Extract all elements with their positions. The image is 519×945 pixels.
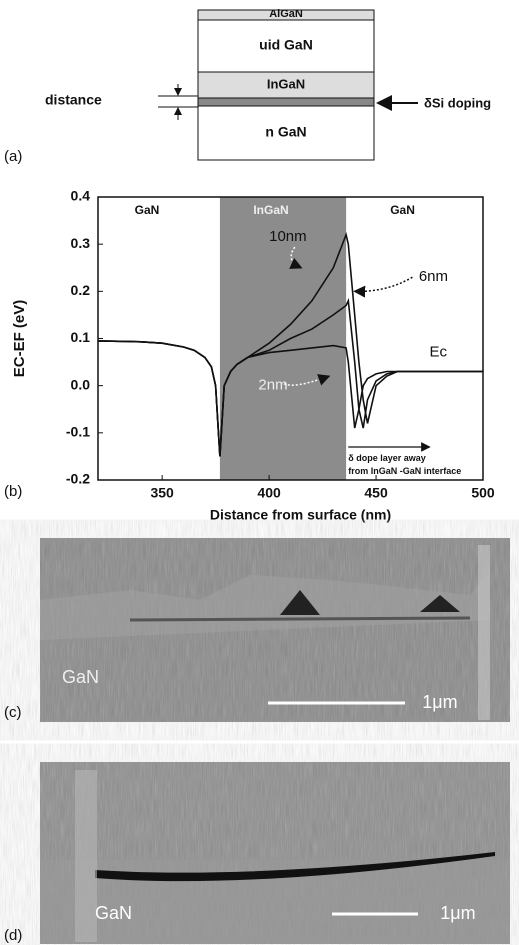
y-tick-label: 0.2 [71, 282, 91, 298]
y-tick-label: -0.2 [66, 471, 90, 487]
x-tick-label: 350 [150, 485, 174, 501]
annotation-arrow [353, 276, 413, 298]
y-tick-label: 0.3 [71, 235, 91, 251]
panel-label: (c) [4, 704, 22, 721]
scale-label: 1μm [422, 692, 457, 712]
y-axis-label: EC-EF (eV) [11, 300, 28, 378]
sem-feature [280, 590, 460, 615]
layer-label: n GaN [265, 124, 306, 140]
y-tick-label: -0.1 [66, 424, 90, 440]
panel-label: (a) [4, 148, 22, 165]
material-label: GaN [95, 903, 132, 923]
material-label: GaN [62, 667, 99, 687]
scale-label: 1μm [440, 903, 475, 923]
annotation: δ dope layer away [348, 453, 426, 463]
doping-label: δSi doping [424, 95, 491, 110]
y-tick-label: 0.0 [71, 376, 91, 392]
x-tick-label: 400 [257, 485, 281, 501]
series-label: 2nm [258, 377, 287, 394]
doping-layer [197, 97, 375, 107]
annotation-arrow [289, 246, 303, 269]
y-tick-label: 0.1 [71, 329, 91, 345]
panel-label: (b) [4, 483, 22, 500]
sem-feature [40, 570, 490, 640]
layer-label: uid GaN [259, 37, 313, 53]
annotation-arrow [283, 374, 331, 386]
panel-d: GaN 1μm (d) [4, 762, 510, 944]
y-tick-label: 0.4 [71, 188, 91, 204]
layer-label: InGaN [267, 76, 305, 91]
region-label: InGaN [253, 203, 288, 217]
x-tick-label: 500 [471, 485, 495, 501]
layer [197, 19, 375, 73]
sem-feature [129, 616, 471, 622]
series-label: 6nm [419, 268, 448, 285]
layer-label: AlGaN [269, 8, 303, 20]
sem-feature [95, 852, 495, 882]
x-tick-label: 450 [364, 485, 388, 501]
sem-feature [478, 545, 490, 720]
panel-a: AlGaN uid GaN InGaN n GaN distance δSi d… [4, 8, 491, 165]
distance-label: distance [45, 92, 102, 108]
layer [197, 105, 375, 161]
chart: GaN InGaN GaN -0.2 -0.1 0.0 0.1 0.2 0.3 0.4 350 400… [4, 188, 495, 523]
annotation: from InGaN -GaN interface [348, 466, 461, 476]
region-label: GaN [135, 203, 160, 217]
shaded-region [219, 197, 347, 480]
line-series [97, 340, 483, 457]
annotation: Ec [430, 344, 448, 361]
sem-feature [75, 770, 97, 942]
panel-label: (d) [4, 927, 22, 944]
panel-c: GaN 1μm (c) [4, 538, 510, 722]
series-label: 10nm [269, 228, 307, 245]
x-axis-label: Distance from surface (nm) [210, 507, 391, 523]
region-label: GaN [390, 203, 415, 217]
